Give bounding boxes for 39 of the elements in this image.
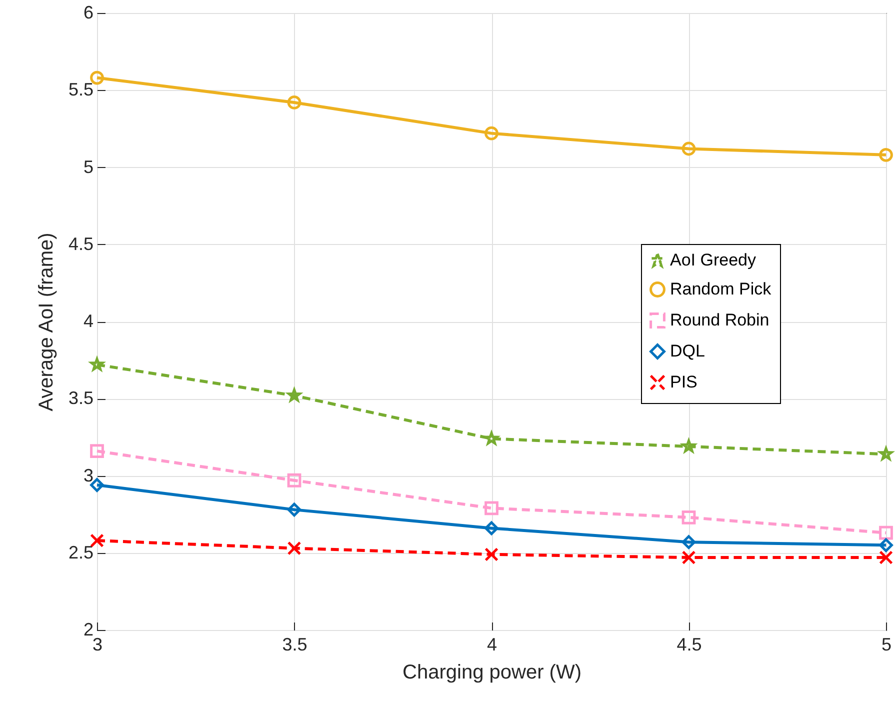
point [287, 541, 302, 556]
x-tick-label: 3.5 [282, 634, 308, 654]
y-tick-label: 4.5 [68, 234, 94, 254]
x-tick-label: 5 [881, 634, 892, 654]
point [287, 502, 302, 517]
y-tick-label: 5 [83, 156, 94, 177]
legend-label: Random Pick [670, 280, 772, 298]
legend-label: PIS [670, 372, 698, 392]
y-tick-label: 6 [83, 2, 94, 22]
point [90, 444, 104, 458]
x-axis-title: Charging power (W) [402, 662, 582, 684]
y-tick-label: 2 [83, 620, 94, 640]
point [879, 550, 893, 564]
point [484, 547, 498, 562]
y-tick-label: 3 [83, 465, 94, 486]
point [90, 70, 104, 85]
point [682, 142, 696, 156]
y-tick-label: 2.5 [68, 542, 94, 562]
point [484, 501, 498, 516]
legend-label: DQL [670, 342, 705, 360]
point [682, 510, 696, 524]
point [484, 126, 498, 140]
legend-label: AoI Greedy [670, 250, 756, 270]
point [287, 473, 302, 488]
x-tick-label: 4 [486, 634, 498, 654]
point [682, 550, 696, 564]
point [879, 526, 893, 540]
point [287, 96, 302, 110]
point [682, 535, 696, 550]
y-axis-title: Average AoI (frame) [35, 232, 58, 412]
y-tick-label: 5.5 [68, 80, 94, 100]
point [90, 534, 104, 548]
point [879, 538, 893, 552]
y-tick-label: 3.5 [68, 388, 94, 408]
y-tick-label: 4 [83, 311, 94, 331]
point [484, 521, 498, 536]
legend-label: Round Robin [670, 310, 770, 330]
x-tick-label: 4.5 [676, 634, 702, 654]
point [879, 148, 893, 162]
